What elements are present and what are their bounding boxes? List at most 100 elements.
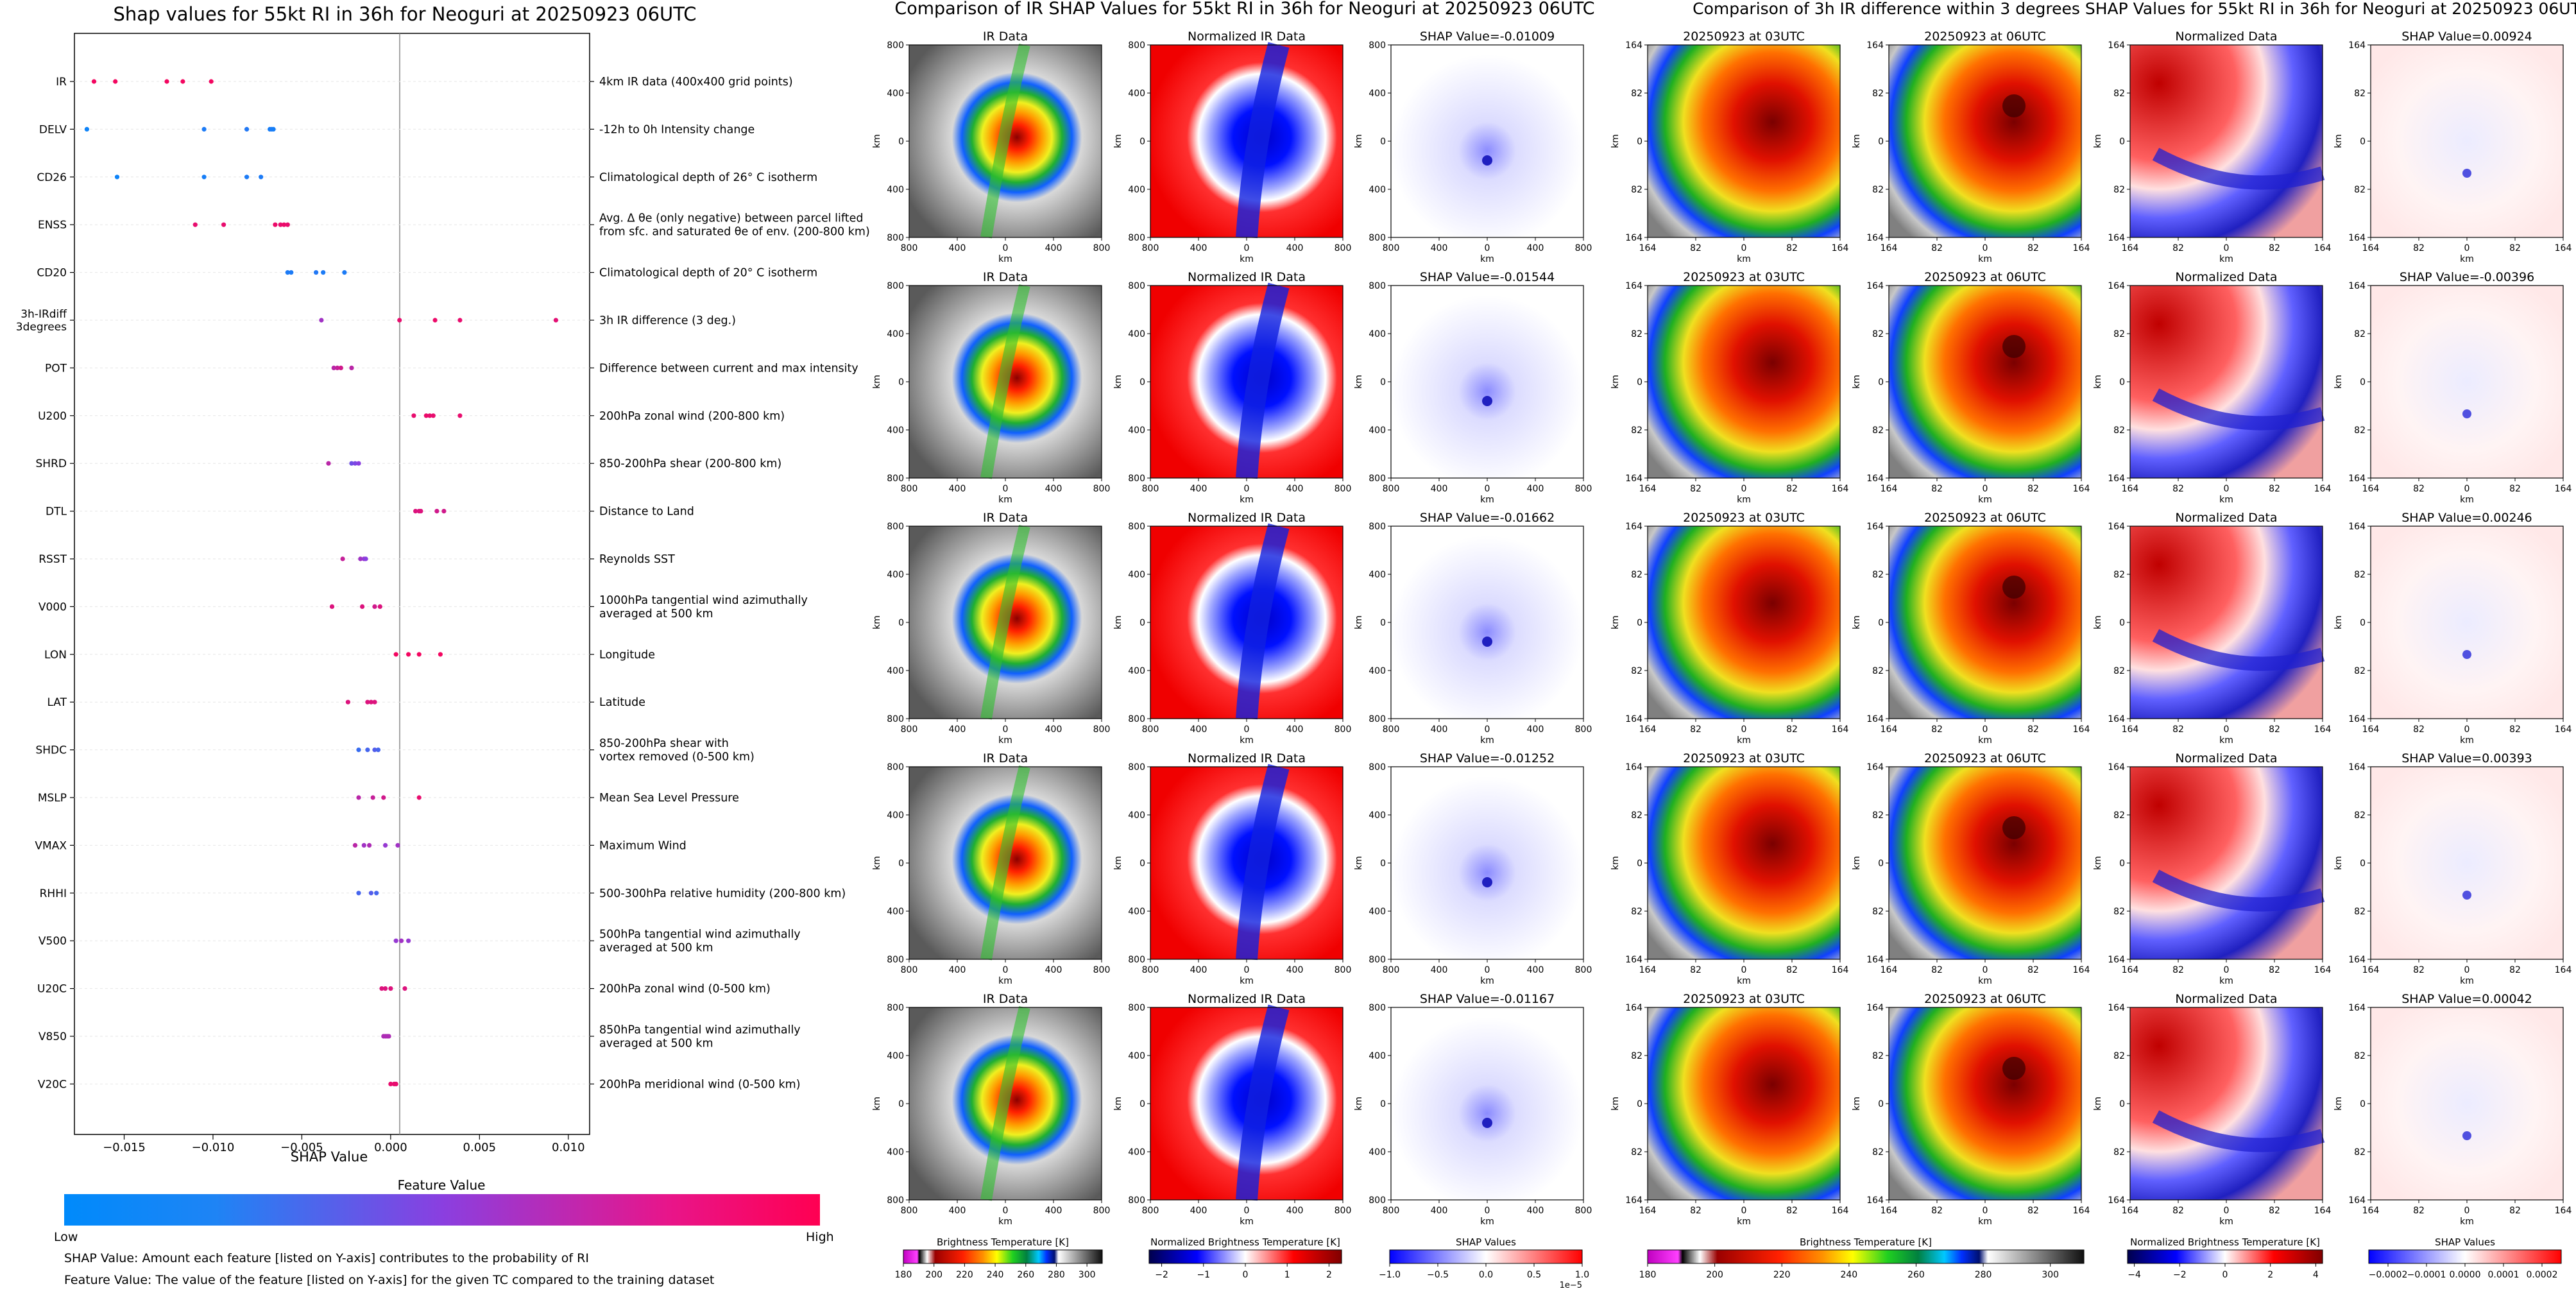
y-axis-label: km — [2333, 856, 2344, 870]
y-tick-label: 800 — [887, 40, 904, 51]
y-tick-label: 164 — [2348, 474, 2366, 484]
shap-hotspot — [1482, 155, 1492, 166]
y-tick-label: 400 — [1128, 810, 1145, 821]
y-tick-label: 82 — [2354, 666, 2366, 676]
x-tick-label: 164 — [2555, 484, 2572, 494]
y-tick-label: 164 — [2348, 714, 2366, 724]
y-tick-label: 82 — [2354, 185, 2366, 195]
y-tick-label: 82 — [1631, 89, 1642, 99]
y-axis-label: km — [1610, 1097, 1621, 1111]
x-axis-label: km — [1978, 254, 1992, 264]
normalized-ir-panel: Normalized IR Data8008004004000040040080… — [1113, 270, 1351, 505]
ir-diff-shap-panel: SHAP Value=0.000421641648282008282164164… — [2333, 992, 2572, 1227]
eye-region — [2002, 335, 2026, 358]
x-tick-label: 82 — [2172, 1206, 2184, 1216]
y-tick-label: 800 — [1369, 955, 1386, 965]
x-tick-label: 82 — [1931, 243, 1943, 253]
x-tick-label: 400 — [1431, 965, 1448, 975]
feature-description-label: Climatological depth of 26° C isotherm — [599, 171, 817, 184]
y-tick-label: 800 — [1369, 522, 1386, 532]
shap-point — [271, 126, 276, 132]
y-axis-label: km — [1113, 134, 1123, 148]
x-tick-label: 82 — [2027, 965, 2039, 975]
colorbar-tick-label: 280 — [1975, 1270, 1992, 1280]
x-tick-label: 0 — [2224, 965, 2230, 975]
cold-arc — [2152, 388, 2325, 431]
panel-image — [2130, 1007, 2323, 1200]
panel-image — [2371, 767, 2563, 959]
x-tick-label: 0 — [1741, 243, 1747, 253]
y-tick-label: 82 — [2354, 1051, 2366, 1061]
x-tick-label: 400 — [1045, 965, 1062, 975]
colorbar-label: SHAP Values — [2435, 1236, 2495, 1248]
shap-point — [411, 413, 416, 418]
x-tick-label: 0 — [1983, 243, 1988, 253]
y-tick-label: 164 — [1625, 955, 1642, 965]
ir-shap-panel: SHAP Value=-0.01662800800400400004004008… — [1354, 511, 1592, 746]
x-tick-label: 400 — [1190, 1206, 1207, 1216]
x-tick-label: 800 — [1142, 965, 1159, 975]
normalized-bt-colorbar: Normalized Brightness Temperature [K] −2 −… — [1148, 1236, 1342, 1280]
y-tick-label: 164 — [2348, 1003, 2366, 1013]
x-tick-label: 164 — [1881, 724, 1898, 735]
feature-description-label: Mean Sea Level Pressure — [599, 792, 739, 805]
x-axis-label: km — [1978, 735, 1992, 746]
x-tick-label: 400 — [1286, 965, 1304, 975]
y-tick-label: 400 — [1369, 1147, 1386, 1158]
x-tick-label: 0 — [1741, 724, 1747, 735]
shap-point — [398, 938, 404, 943]
colorbar-tick-label: 240 — [987, 1270, 1004, 1280]
y-tick-label: 82 — [1631, 570, 1642, 580]
x-axis-label: km — [2460, 254, 2474, 264]
y-tick-label: 164 — [1866, 955, 1884, 965]
panel-title: 20250923 at 06UTC — [1924, 751, 2046, 765]
y-tick-label: 800 — [887, 281, 904, 291]
y-tick-label: 0 — [2119, 137, 2125, 147]
y-tick-label: 400 — [887, 1051, 904, 1061]
cold-arc — [2152, 148, 2325, 190]
shap-point — [164, 79, 169, 84]
x-tick-label: 400 — [1527, 1206, 1544, 1216]
panel-image — [2130, 526, 2323, 719]
colorbar-tick-label: 260 — [1017, 1270, 1034, 1280]
shap-x-axis: −0.015 −0.010 −0.005 0.000 0.005 0.010 — [103, 1134, 585, 1154]
panel-image — [1889, 45, 2081, 237]
y-tick-label: 82 — [1872, 1051, 1884, 1061]
ir-diff-normalized-panel: Normalized Data1641648282008282164164kmk… — [2093, 511, 2331, 746]
x-tick-label: 400 — [1190, 724, 1207, 735]
y-tick-label: 164 — [1625, 233, 1642, 243]
shap-point — [393, 938, 398, 943]
cold-band — [1236, 42, 1290, 239]
x-tick-label: 0 — [1983, 965, 1988, 975]
x-tick-label: 164 — [1639, 484, 1657, 494]
shap-hotspot — [1482, 637, 1492, 647]
shap-point — [418, 509, 423, 514]
note-feature-value: Feature Value: The value of the feature … — [64, 1273, 715, 1287]
y-tick-label: 800 — [1128, 281, 1145, 291]
x-tick-label: 164 — [2555, 243, 2572, 253]
feature-code-label: V000 — [38, 601, 67, 613]
shap-point — [388, 986, 393, 991]
shap-hotspot — [2462, 1131, 2471, 1140]
shap-point — [209, 79, 214, 84]
x-tick-label: 164 — [2314, 1206, 2332, 1216]
panel-image — [2130, 45, 2323, 237]
y-tick-label: 400 — [1128, 1051, 1145, 1061]
y-tick-label: 400 — [1369, 810, 1386, 821]
shap-point — [374, 891, 379, 896]
x-tick-label: 164 — [1832, 243, 1849, 253]
x-tick-label: 82 — [2413, 965, 2425, 975]
x-tick-label: 164 — [2555, 724, 2572, 735]
panel-title: 20250923 at 06UTC — [1924, 511, 2046, 525]
panel-image — [2371, 1007, 2563, 1200]
panel-title: Normalized Data — [2175, 992, 2277, 1006]
y-tick-label: 82 — [2113, 425, 2125, 436]
x-tick-label: 164 — [2362, 965, 2380, 975]
shap-point — [372, 604, 377, 610]
y-tick-label: 0 — [2119, 859, 2125, 869]
shap-point — [114, 175, 120, 180]
colorbar-tick-label: 240 — [1840, 1270, 1857, 1280]
x-axis-label: km — [1480, 254, 1494, 264]
x-axis-label: km — [1978, 976, 1992, 986]
shap-point — [273, 222, 278, 227]
